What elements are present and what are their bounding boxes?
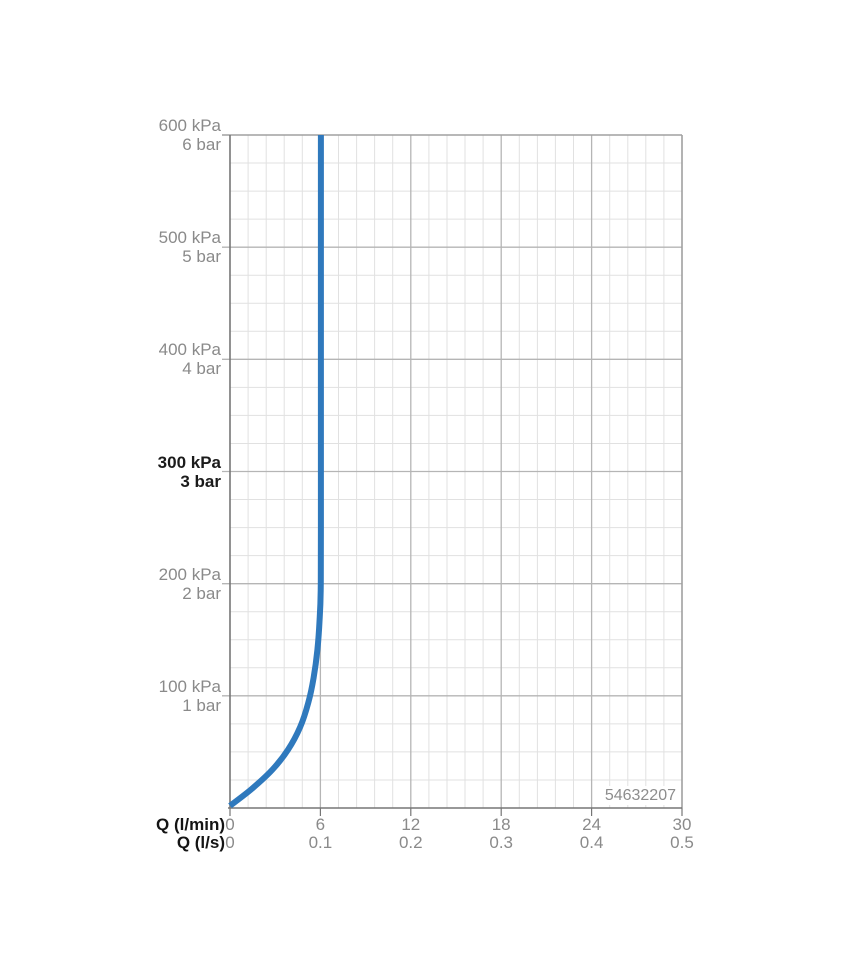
x-tick-ls-0.1: 0.1 — [308, 833, 333, 852]
y-axis-label-600kpa: 600 kPa 6 bar — [159, 116, 221, 154]
y-label-kpa-line: 400 kPa — [158, 340, 221, 360]
x-axis-label-ls: Q (l/s) — [176, 833, 225, 852]
x-tick-ls-0.3: 0.3 — [489, 833, 513, 852]
x-tick-lmin-30: 30 — [672, 815, 692, 834]
y-axis-label-100kpa: 100 kPa 1 bar — [159, 677, 221, 715]
flow-curve — [228, 135, 324, 809]
y-label-kpa-line: 100 kPa — [158, 676, 221, 696]
y-label-bar-line: 4 bar — [182, 359, 221, 379]
y-axis-label-400kpa: 400 kPa 4 bar — [159, 340, 221, 378]
x-axis-label-lmin: Q (l/min) — [156, 815, 225, 834]
x-tick-lmin-12: 12 — [401, 815, 421, 834]
x-tick-ls-0.5: 0.5 — [670, 833, 694, 852]
product-number: 54632207 — [596, 786, 678, 805]
x-tick-lmin-24: 24 — [582, 815, 602, 834]
y-label-kpa-line: 500 kPa — [158, 228, 221, 248]
y-label-bar-line: 2 bar — [182, 583, 221, 603]
y-axis-label-300kpa: 300 kPa 3 bar — [158, 453, 221, 491]
y-label-bar-line: 5 bar — [182, 247, 221, 267]
y-label-kpa-line: 200 kPa — [158, 564, 221, 584]
x-tick-lmin-18: 18 — [491, 815, 511, 834]
y-label-bar-line: 6 bar — [182, 135, 221, 154]
y-label-bar-line: 1 bar — [182, 695, 221, 715]
x-tick-ls-0.2: 0.2 — [398, 833, 423, 852]
y-label-bar-line: 3 bar — [180, 471, 221, 491]
y-label-kpa-line: 300 kPa — [157, 452, 221, 472]
x-tick-lmin-6: 6 — [315, 815, 326, 834]
y-label-kpa-line: 600 kPa — [158, 116, 221, 135]
y-axis-label-500kpa: 500 kPa 5 bar — [159, 228, 221, 266]
y-axis-label-200kpa: 200 kPa 2 bar — [159, 565, 221, 603]
x-tick-ls-0.4: 0.4 — [579, 833, 604, 852]
